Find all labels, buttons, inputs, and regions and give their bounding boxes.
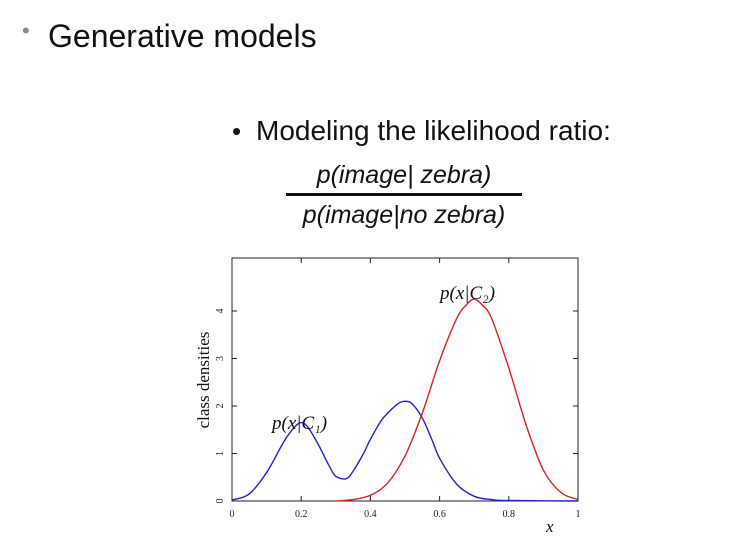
- x-tick-label: 0.8: [503, 509, 516, 520]
- x-tick-label: 1: [576, 509, 581, 520]
- sub-bullet-text: Modeling the likelihood ratio:: [256, 115, 611, 146]
- y-tick-label: 1: [215, 451, 226, 456]
- y-axis-ticks: 0 1 2 3 4: [215, 309, 578, 504]
- sub-bullet-icon: •: [232, 116, 242, 146]
- x-tick-label: 0.2: [295, 509, 308, 520]
- x-tick-label: 0: [230, 509, 235, 520]
- x-axis-ticks: 0 0.2 0.4 0.6 0.8 1: [230, 258, 581, 520]
- likelihood-ratio-formula: p(image| zebra) p(image|no zebra): [276, 160, 532, 230]
- fraction-bar: [286, 193, 522, 196]
- y-axis-label: class densities: [194, 332, 213, 429]
- series-label-c1: p(x|C₁): [270, 413, 327, 434]
- slide-heading: Generative models: [48, 18, 317, 54]
- series-label-c2: p(x|C₂): [438, 283, 495, 304]
- y-tick-label: 2: [215, 404, 226, 409]
- slide-bullet-icon: •: [22, 18, 30, 43]
- y-tick-label: 0: [215, 499, 226, 504]
- y-tick-label: 4: [215, 309, 226, 314]
- x-axis-label: x: [545, 517, 554, 536]
- x-tick-label: 0.6: [433, 509, 446, 520]
- y-tick-label: 3: [215, 356, 226, 361]
- ratio-denominator: p(image|no zebra): [302, 201, 506, 229]
- x-tick-label: 0.4: [364, 509, 377, 520]
- plot-frame: [231, 257, 579, 502]
- series-line-c2: [335, 298, 579, 502]
- series-line-c1: [231, 400, 579, 502]
- series-layer: [231, 298, 579, 502]
- ratio-numerator: p(image| zebra): [316, 161, 492, 189]
